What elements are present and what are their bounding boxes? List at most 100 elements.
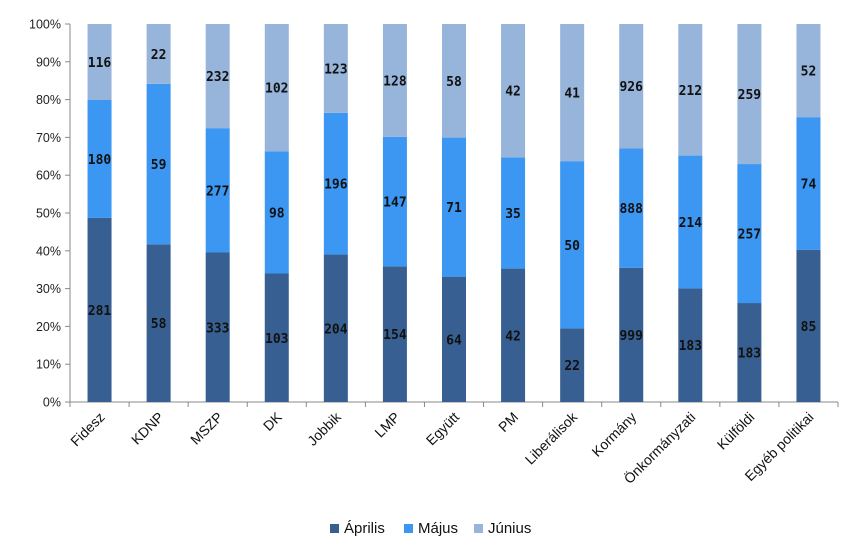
bar-segment xyxy=(205,128,230,253)
bar-segment xyxy=(678,288,703,402)
legend-label: Április xyxy=(344,520,385,537)
data-label: 277 xyxy=(206,184,229,199)
bar-segment xyxy=(264,24,289,152)
data-label: 154 xyxy=(383,328,407,343)
data-label: 50 xyxy=(564,239,580,254)
data-label: 64 xyxy=(446,333,462,348)
bar-segment xyxy=(442,137,466,277)
data-label: 42 xyxy=(505,329,521,344)
data-label: 71 xyxy=(446,201,462,216)
bar-segment xyxy=(501,157,526,269)
data-label: 52 xyxy=(801,65,817,80)
data-label: 35 xyxy=(505,207,521,222)
legend-swatch xyxy=(474,524,483,533)
data-label: 41 xyxy=(564,87,580,102)
legend-swatch xyxy=(330,524,339,533)
x-tick-label: Külföldi xyxy=(714,409,758,453)
data-label: 888 xyxy=(619,202,643,217)
y-tick-label: 0% xyxy=(43,396,61,410)
bar-segment xyxy=(87,24,112,100)
y-tick-label: 30% xyxy=(36,282,61,296)
bar-segment xyxy=(323,24,348,113)
data-label: 180 xyxy=(88,153,112,168)
data-label: 42 xyxy=(505,85,521,100)
y-tick-label: 70% xyxy=(36,131,61,145)
x-tick-label: LMP xyxy=(371,409,403,441)
data-label: 59 xyxy=(151,158,167,173)
bar-segment xyxy=(619,148,644,268)
bar-segment xyxy=(796,24,821,118)
legend-label: Június xyxy=(488,520,531,537)
bar-segment xyxy=(501,268,526,402)
y-tick-label: 90% xyxy=(36,55,61,69)
bar-segment xyxy=(678,155,703,289)
bar-segment xyxy=(146,244,171,402)
x-tick-label: Liberálisok xyxy=(522,408,581,467)
y-tick-label: 60% xyxy=(36,169,61,183)
bar-segment xyxy=(323,254,348,402)
data-label: 281 xyxy=(88,304,112,319)
y-tick-label: 50% xyxy=(36,207,61,221)
data-label: 58 xyxy=(446,75,462,90)
bar-segment xyxy=(560,161,585,329)
data-label: 74 xyxy=(801,177,817,192)
bar-segment xyxy=(796,249,821,402)
x-tick-label: Jobbik xyxy=(304,408,345,449)
data-label: 85 xyxy=(801,320,817,335)
data-label: 196 xyxy=(324,178,348,193)
data-label: 22 xyxy=(151,48,167,63)
bar-segment xyxy=(382,266,407,402)
data-label: 147 xyxy=(383,196,406,211)
data-label: 98 xyxy=(269,206,285,221)
bar-segment xyxy=(382,136,407,267)
bar-segment xyxy=(796,117,821,250)
bar-segment xyxy=(87,217,112,402)
data-label: 212 xyxy=(679,84,702,99)
y-tick-label: 40% xyxy=(36,244,61,258)
data-label: 232 xyxy=(206,70,229,85)
bar-segment xyxy=(382,24,407,137)
bar-segment xyxy=(264,273,289,402)
bar-segment xyxy=(560,328,585,402)
data-label: 22 xyxy=(564,359,580,374)
data-label: 999 xyxy=(619,329,642,344)
data-label: 259 xyxy=(738,88,761,103)
bar-segment xyxy=(619,267,644,402)
bar-segment xyxy=(264,151,289,274)
y-tick-label: 80% xyxy=(36,93,61,107)
bar-segment xyxy=(146,24,171,84)
bar-segment xyxy=(737,24,762,165)
bar-segment xyxy=(442,276,466,402)
bar-segment xyxy=(560,24,585,162)
data-label: 257 xyxy=(738,228,761,243)
data-label: 926 xyxy=(619,80,643,95)
x-tick-label: KDNP xyxy=(128,409,167,448)
legend-swatch xyxy=(404,524,413,533)
y-tick-label: 100% xyxy=(29,18,61,32)
bar-segment xyxy=(205,252,230,402)
bar-segment xyxy=(737,303,762,402)
data-label: 214 xyxy=(679,216,703,231)
data-label: 183 xyxy=(738,347,761,362)
data-label: 183 xyxy=(679,339,702,354)
data-label: 123 xyxy=(324,62,347,77)
data-label: 333 xyxy=(206,321,229,336)
bar-segment xyxy=(323,112,348,255)
data-label: 102 xyxy=(265,82,288,97)
bar-segment xyxy=(442,24,466,138)
bar-segment xyxy=(87,99,112,218)
data-label: 103 xyxy=(265,332,288,347)
data-label: 116 xyxy=(88,56,112,71)
data-label: 204 xyxy=(324,322,348,337)
bar-segment xyxy=(619,24,644,149)
data-label: 128 xyxy=(383,74,407,89)
x-tick-label: MSZP xyxy=(187,409,226,448)
data-label: 58 xyxy=(151,317,167,332)
x-tick-label: PM xyxy=(495,409,521,435)
x-tick-label: Fidesz xyxy=(67,409,107,449)
bar-segment xyxy=(737,164,762,304)
x-tick-label: DK xyxy=(260,408,286,434)
x-tick-label: Kormány xyxy=(588,409,639,460)
bar-segment xyxy=(205,24,230,129)
